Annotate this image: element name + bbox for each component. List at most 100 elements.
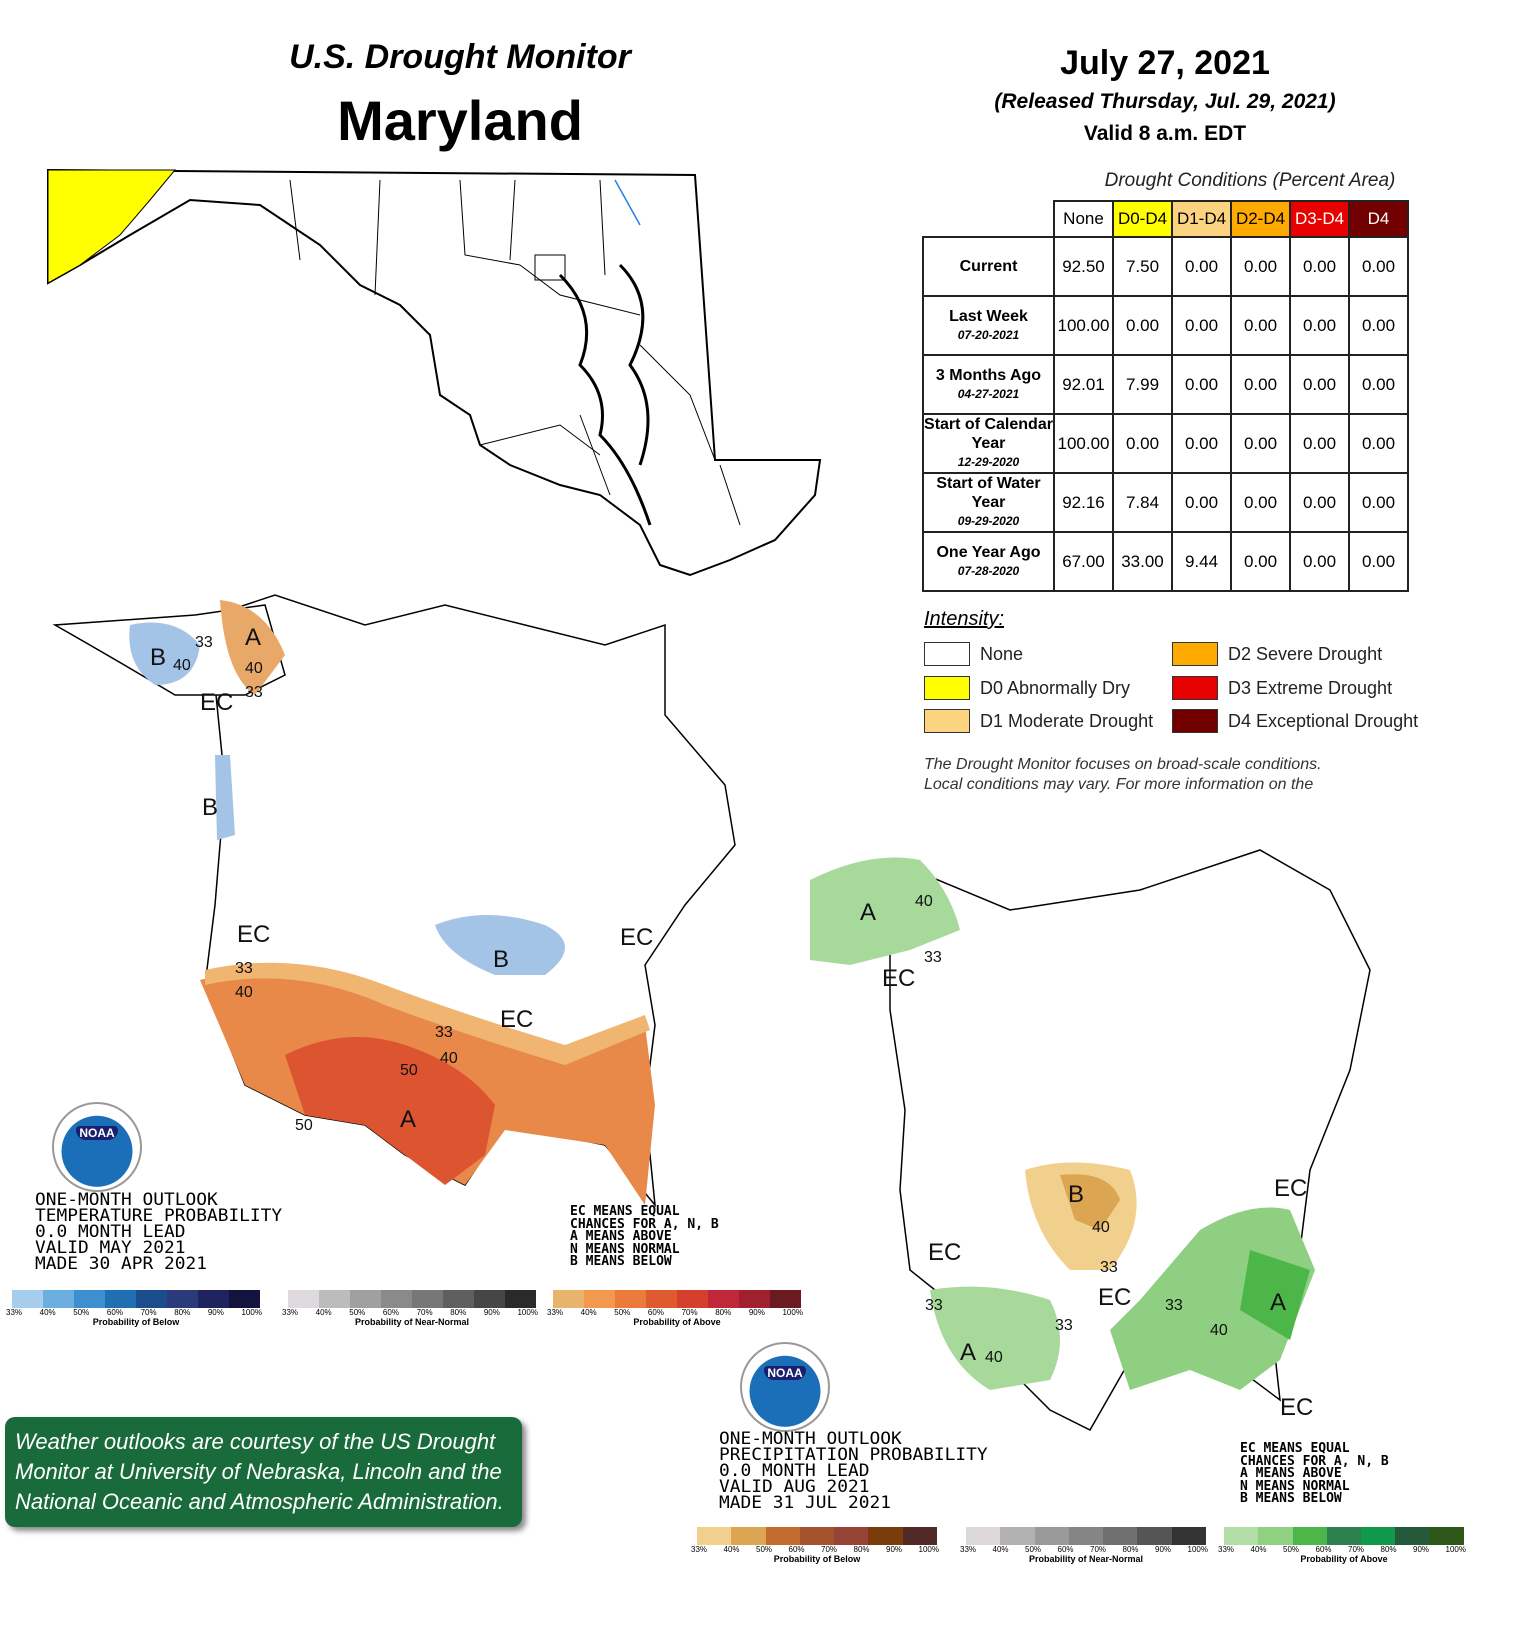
map-label: EC (1274, 1175, 1307, 1202)
noaa-logo: NOAA (740, 1342, 830, 1432)
tick-label: 80% (1380, 1545, 1397, 1554)
row-label-text: Last Week (949, 307, 1028, 325)
table-cell: 0.00 (1171, 354, 1232, 415)
map-label: B (493, 946, 509, 973)
legend-label: D4 Exceptional Drought (1228, 710, 1419, 731)
temperature-outlook-map: B 40 33 A 40 EC 33 B EC B EC 33 40 EC 33… (52, 594, 736, 1208)
legend-item: D2 Severe Drought (1172, 642, 1382, 666)
colorbar-swatch (1326, 1527, 1362, 1545)
colorbar-swatch (74, 1290, 105, 1308)
col-d2-d4: D2-D4 (1230, 200, 1291, 238)
table-cell: 0.00 (1112, 413, 1173, 474)
colorbar-swatch (167, 1290, 198, 1308)
tick-label: 100% (1445, 1545, 1466, 1554)
map-label: 40 (245, 660, 263, 677)
row-label: Start of Water Year 09-29-2020 (922, 472, 1055, 533)
text-line: PRECIPITATION PROBABILITY (719, 1445, 988, 1465)
table-cell: 0.00 (1230, 236, 1291, 297)
text-line: B MEANS BELOW (570, 1254, 672, 1269)
row-date: 07-20-2021 (957, 327, 1020, 342)
row-label: Current (922, 236, 1055, 297)
colorbar-swatch (412, 1290, 443, 1308)
above-50-region (285, 1037, 495, 1185)
tick-label: 70% (681, 1308, 698, 1317)
map-label: 33 (245, 684, 263, 701)
map-label: EC (1280, 1394, 1313, 1421)
colorbar: 33% 40% 50% 60% 70% 80% 90% 100% Probability of … (691, 1527, 939, 1564)
tick-label: 100% (241, 1308, 262, 1317)
above-alaska (810, 857, 960, 965)
text-line: CHANCES FOR A, N, B (1240, 1453, 1389, 1469)
monitor-title: U.S. Drought Monitor (289, 38, 631, 76)
tick-label: 40% (315, 1308, 332, 1317)
above-southwest (930, 1286, 1060, 1390)
blank-cell (923, 201, 1054, 237)
credit-note: Weather outlooks are courtesy of the US … (5, 1417, 522, 1527)
map-label: 33 (435, 1024, 453, 1041)
text-line: A MEANS ABOVE (1240, 1466, 1342, 1481)
colorbar-swatch (350, 1290, 381, 1308)
map-label: 40 (173, 657, 191, 674)
tick-label: 50% (1025, 1545, 1042, 1554)
map-label: 33 (924, 949, 942, 966)
colorbar-swatch (43, 1290, 74, 1308)
tick-label: 50% (614, 1308, 631, 1317)
tick-label: 33% (1218, 1545, 1235, 1554)
table-row: One Year Ago 07-28-2020 67.00 33.00 9.44 0.00… (922, 531, 1409, 592)
precip-outlook-title: ONE-MONTH OUTLOOK PRECIPITATION PROBABILI… (719, 1429, 988, 1513)
below-coast (215, 755, 235, 840)
table-cell: 0.00 (1348, 236, 1409, 297)
table-cell: 0.00 (1289, 531, 1350, 592)
text-line: MADE 30 APR 2021 (35, 1254, 207, 1274)
colorbar-swatch (697, 1527, 732, 1545)
text-line: 0.0 MONTH LEAD (719, 1461, 870, 1481)
release-date: (Released Thursday, Jul. 29, 2021) (994, 90, 1336, 113)
above-yukon (220, 600, 285, 695)
colorbar-swatch (739, 1290, 770, 1308)
colorbar-title: Probability of Near-Normal (354, 1317, 470, 1327)
colorbar-swatch (615, 1290, 646, 1308)
map-label: A (400, 1106, 416, 1133)
table-cell: 0.00 (1230, 354, 1291, 415)
colorbar-swatch (584, 1290, 615, 1308)
table-cell: 7.50 (1112, 236, 1173, 297)
colorbar: 33% 40% 50% 60% 70% 80% 90% 100% Probability of … (6, 1290, 262, 1327)
table-cell: 100.00 (1053, 295, 1114, 356)
legend-swatch (924, 676, 970, 700)
tick-label: 90% (1413, 1545, 1430, 1554)
tick-label: 70% (1090, 1545, 1107, 1554)
colorbar-swatch (288, 1290, 319, 1308)
below-40 (1060, 1174, 1120, 1230)
colorbar-swatch (474, 1290, 505, 1308)
text-line: MADE 31 JUL 2021 (719, 1493, 891, 1513)
above-southeast (1110, 1207, 1315, 1390)
map-label: EC (1098, 1284, 1131, 1311)
table-row: Current 92.50 7.50 0.00 0.00 0.00 0.00 (922, 236, 1409, 297)
tick-label: 80% (174, 1308, 191, 1317)
intensity-title: Intensity: (924, 608, 1005, 630)
text-line: CHANCES FOR A, N, B (570, 1216, 719, 1232)
map-date: July 27, 2021 (1060, 44, 1270, 82)
colorbar-swatch (12, 1290, 43, 1308)
disclaimer-line: The Drought Monitor focuses on broad-sca… (924, 756, 1322, 773)
colorbar-swatch (1429, 1527, 1464, 1545)
tick-label: 100% (517, 1308, 538, 1317)
drought-conditions-table: None D0-D4 D1-D4 D2-D4 D3-D4 D4 Current 9… (922, 200, 1409, 592)
map-label: EC (620, 924, 653, 951)
tick-label: 50% (349, 1308, 366, 1317)
colorbar-title: Probability of Above (633, 1317, 721, 1327)
colorbar-swatch (198, 1290, 229, 1308)
text-line: ONE-MONTH OUTLOOK (719, 1429, 902, 1449)
table-cell: 100.00 (1053, 413, 1114, 474)
table-cell: 7.99 (1112, 354, 1173, 415)
tick-label: 33% (547, 1308, 564, 1317)
text-line: 0.0 MONTH LEAD (35, 1222, 186, 1242)
row-label: One Year Ago 07-28-2020 (922, 531, 1055, 592)
row-label-text: Current (959, 258, 1018, 275)
table-cell: 0.00 (1230, 413, 1291, 474)
table-cell: 0.00 (1348, 295, 1409, 356)
table-cell: 0.00 (1230, 472, 1291, 533)
tick-label: 90% (748, 1308, 765, 1317)
col-d3-d4: D3-D4 (1289, 200, 1350, 238)
